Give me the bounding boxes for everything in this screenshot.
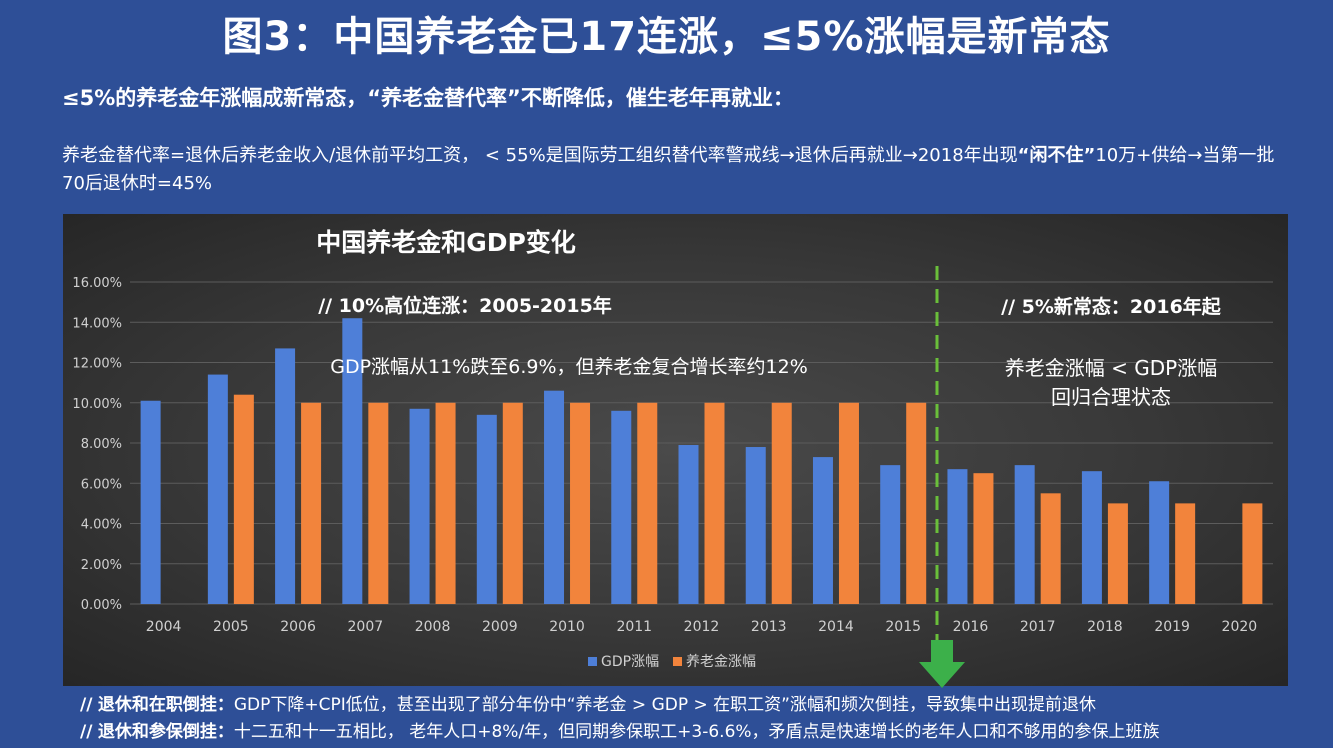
chart-title: 中国养老金和GDP变化 [316, 228, 576, 257]
footnote-1: // 退休和在职倒挂：GDP下降+CPI低位，甚至出现了部分年份中“养老金 > … [80, 690, 1096, 715]
y-tick-label: 14.00% [72, 316, 122, 331]
bar-pension [1242, 503, 1263, 604]
bar-gdp [342, 318, 363, 604]
description-part2: 10万+供给→当第一批70后退休时=45% [62, 145, 1275, 194]
bar-pension [502, 402, 523, 604]
x-tick-label: 2005 [213, 619, 249, 635]
x-tick-label: 2014 [818, 619, 854, 635]
bar-pension [368, 402, 389, 604]
legend-swatch [588, 657, 597, 666]
right-period-note-line1: 养老金涨幅 < GDP涨幅 [1005, 356, 1217, 380]
bar-pension [1175, 503, 1196, 604]
bar-gdp [207, 374, 228, 604]
footnote-2-text: 十二五和十一五相比， 老年人口+8%/年，但同期参保职工+3-6.6%，矛盾点是… [233, 722, 1160, 742]
legend-label: 养老金涨幅 [686, 654, 756, 670]
bar-gdp [611, 410, 632, 604]
y-tick-label: 8.00% [81, 437, 122, 452]
y-tick-label: 12.00% [72, 357, 122, 372]
bar-pension [1040, 493, 1061, 604]
down-arrow-icon [919, 640, 965, 688]
bar-pension [771, 402, 792, 604]
bar-gdp [812, 457, 833, 604]
footnote-1-label: 退休和在职倒挂： [97, 695, 234, 715]
x-tick-label: 2011 [616, 619, 652, 635]
bar-gdp [409, 408, 430, 604]
chart-panel: 中国养老金和GDP变化 0.00% 2.00% 4.00% 6.00% 8.00% 10.… [63, 214, 1288, 686]
legend-swatch [673, 657, 682, 666]
bar-gdp [140, 400, 161, 604]
x-tick-label: 2010 [549, 619, 585, 635]
x-tick-label: 2009 [482, 619, 518, 635]
bar-gdp [476, 414, 497, 604]
x-tick-label: 2017 [1020, 619, 1056, 635]
y-tick-label: 16.00% [72, 276, 122, 291]
bar-pension [906, 402, 927, 604]
y-tick-label: 10.00% [72, 397, 122, 412]
slide-title: 图3：中国养老金已17连涨，≤5%涨幅是新常态 [222, 14, 1111, 60]
x-tick-label: 2015 [885, 619, 921, 635]
x-tick-label: 2012 [684, 619, 720, 635]
slide-subtitle: ≤5%的养老金年涨幅成新常态，“养老金替代率”不断降低，催生老年再就业： [62, 86, 794, 110]
x-tick-label: 2020 [1222, 619, 1258, 635]
description-part1: 养老金替代率=退休后养老金收入/退休前平均工资， < 55%是国际劳工组织替代率… [62, 145, 1018, 166]
y-tick-label: 6.00% [81, 477, 122, 492]
bar-gdp [275, 348, 296, 604]
y-tick-label: 0.00% [81, 598, 122, 613]
bar-pension [637, 402, 658, 604]
x-tick-label: 2013 [751, 619, 787, 635]
x-tick-label: 2004 [146, 619, 182, 635]
bar-gdp [678, 445, 699, 604]
right-period-note-line2: 回归合理状态 [1051, 385, 1171, 409]
bar-gdp [1149, 481, 1170, 604]
bar-pension [973, 473, 994, 604]
bar-gdp [947, 469, 968, 604]
y-tick-label: 2.00% [81, 558, 122, 573]
chart-legend: GDP涨幅 养老金涨幅 [588, 654, 756, 670]
x-tick-label: 2016 [953, 619, 989, 635]
x-tick-label: 2018 [1087, 619, 1123, 635]
x-tick-label: 2006 [280, 619, 316, 635]
bar-gdp [1014, 465, 1035, 604]
x-tick-label: 2008 [415, 619, 451, 635]
bar-gdp [1081, 471, 1102, 604]
bar-pension [704, 402, 725, 604]
footnote-1-prefix: // [80, 695, 93, 715]
bar-pension [435, 402, 456, 604]
bar-gdp [880, 465, 901, 604]
description: 养老金替代率=退休后养老金收入/退休前平均工资， < 55%是国际劳工组织替代率… [62, 142, 1292, 198]
description-bold: “闲不住” [1017, 145, 1096, 166]
left-period-heading: // 10%高位连涨：2005-2015年 [318, 294, 612, 317]
bar-pension [570, 402, 591, 604]
footnote-1-text: GDP下降+CPI低位，甚至出现了部分年份中“养老金 > GDP > 在职工资”… [233, 695, 1096, 715]
x-tick-label: 2019 [1154, 619, 1190, 635]
bar-pension [233, 394, 254, 604]
legend-label: GDP涨幅 [601, 654, 659, 670]
footnote-2: // 退休和参保倒挂：十二五和十一五相比， 老年人口+8%/年，但同期参保职工+… [80, 717, 1160, 742]
bar-gdp [544, 390, 565, 604]
bar-chart: 中国养老金和GDP变化 0.00% 2.00% 4.00% 6.00% 8.00% 10.… [72, 228, 1273, 670]
footnote-2-prefix: // [80, 722, 93, 742]
left-period-note: GDP涨幅从11%跌至6.9%，但养老金复合增长率约12% [330, 356, 808, 378]
bar-pension [838, 402, 859, 604]
bar-pension [1107, 503, 1128, 604]
right-period-heading: // 5%新常态：2016年起 [1001, 295, 1222, 318]
bar-gdp [745, 447, 766, 604]
bar-pension [301, 402, 322, 604]
y-tick-label: 4.00% [81, 518, 122, 533]
footnote-2-label: 退休和参保倒挂： [97, 722, 234, 742]
x-tick-label: 2007 [348, 619, 384, 635]
